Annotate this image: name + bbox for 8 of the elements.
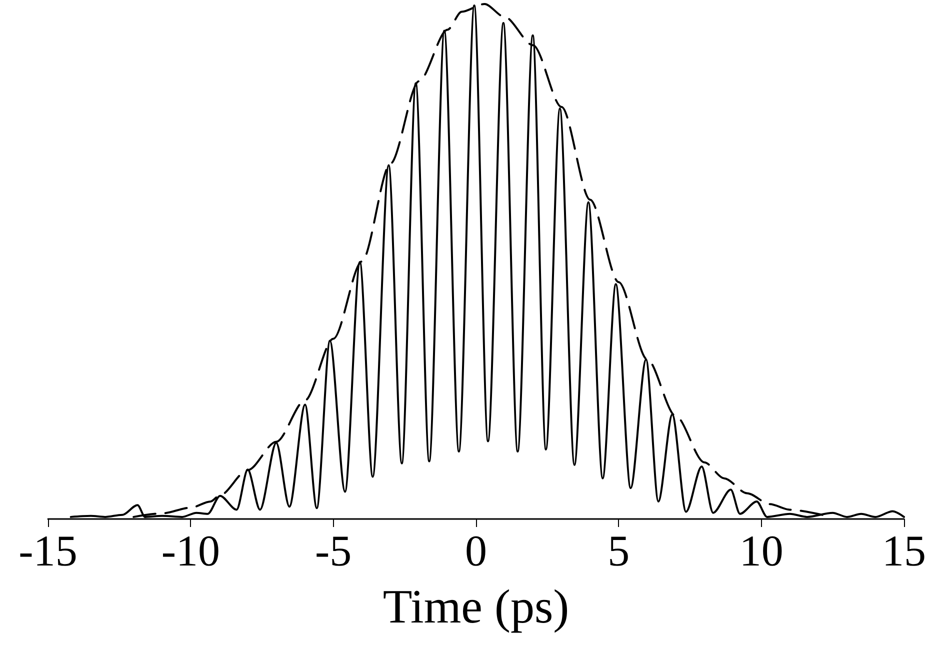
x-tick-label: 15 — [882, 526, 926, 576]
x-tick-label: -15 — [18, 526, 78, 576]
x-tick-label: 0 — [465, 526, 487, 576]
x-tick-label: -5 — [315, 526, 352, 576]
x-axis-title: Time (ps) — [382, 580, 570, 634]
x-tick-label: -10 — [161, 526, 220, 576]
x-tick-label: 5 — [608, 526, 630, 576]
x-tick-label: 10 — [739, 526, 784, 576]
